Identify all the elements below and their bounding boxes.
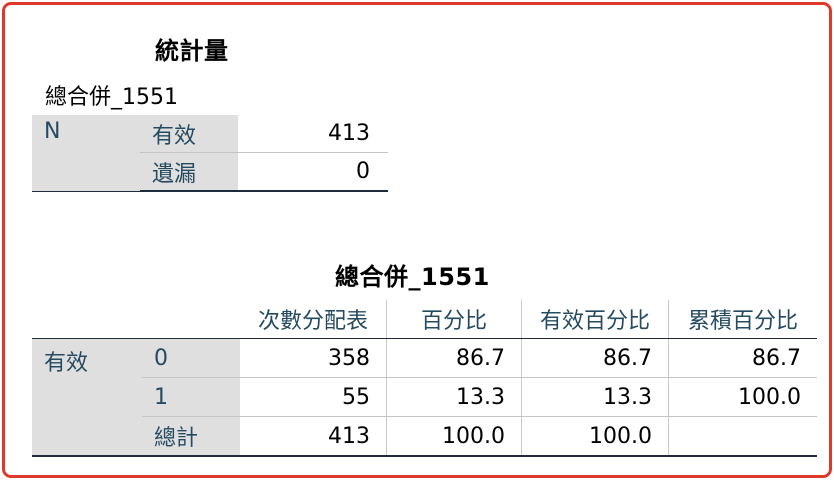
header-row: 次數分配表 百分比 有效百分比 累積百分比 <box>32 300 817 339</box>
table-row: 有效 0 358 86.7 86.7 86.7 <box>32 338 817 457</box>
row-group-label: 有效 <box>32 338 142 457</box>
table-row: 1 55 13.3 13.3 100.0 <box>32 377 817 417</box>
cell-value: 55 <box>240 377 387 417</box>
cell-value: 358 <box>240 338 387 378</box>
row-group-label: N <box>32 115 140 192</box>
row-label: 1 <box>142 377 240 417</box>
cell-value: 13.3 <box>386 377 522 417</box>
table-row: N 有效 413 <box>32 115 388 192</box>
cell-value: 86.7 <box>521 338 669 378</box>
cell-value: 86.7 <box>386 338 522 378</box>
column-header: 百分比 <box>386 300 522 339</box>
cell-value <box>668 416 817 457</box>
frequency-table: 次數分配表 百分比 有效百分比 累積百分比 有效 0 358 86.7 86.7… <box>32 300 817 457</box>
freq-title: 總合併_1551 <box>335 263 490 291</box>
cell-value: 0 <box>238 152 388 192</box>
row-label: 0 <box>142 338 240 378</box>
stats-variable-label: 總合併_1551 <box>45 85 178 110</box>
row-label: 有效 <box>140 115 238 153</box>
cell-value: 86.7 <box>668 338 817 378</box>
cell-value: 100.0 <box>521 416 669 457</box>
cell-value: 13.3 <box>521 377 669 417</box>
column-header: 有效百分比 <box>521 300 669 339</box>
row-label: 總計 <box>142 416 240 457</box>
column-header: 累積百分比 <box>668 300 817 339</box>
table-row: 遺漏 0 <box>32 152 388 192</box>
cell-value: 413 <box>238 115 388 153</box>
stats-title: 統計量 <box>155 37 229 65</box>
cell-value: 100.0 <box>668 377 817 417</box>
column-header: 次數分配表 <box>240 300 387 339</box>
header-blank <box>32 300 240 339</box>
stats-table: N 有效 413 遺漏 0 <box>32 115 388 192</box>
cell-value: 100.0 <box>386 416 522 457</box>
row-label: 遺漏 <box>140 152 238 192</box>
table-row: 總計 413 100.0 100.0 <box>32 416 817 457</box>
cell-value: 413 <box>240 416 387 457</box>
